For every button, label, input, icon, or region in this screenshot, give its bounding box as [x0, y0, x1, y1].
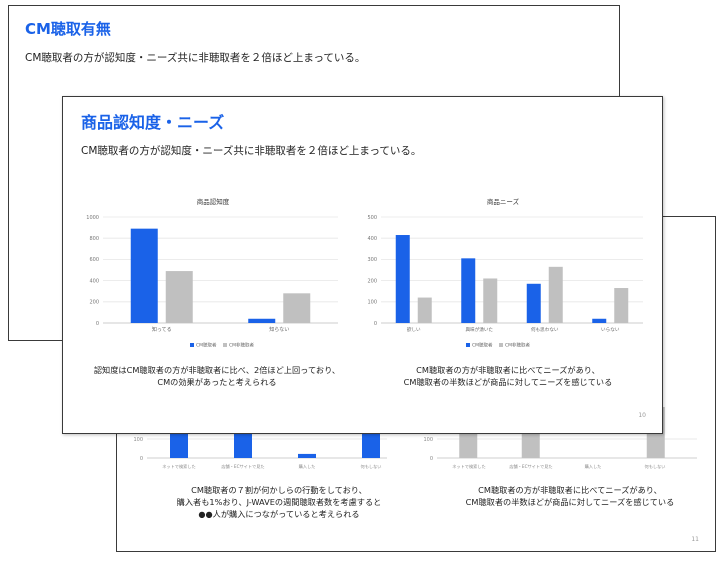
x-tick-label: 知らない — [269, 326, 289, 333]
mid-caption-right-line: CM聴取者の半数ほどが商品に対してニーズを感じている — [465, 497, 675, 507]
mid-caption-left-line: CM聴取者の７割が何かしらの行動をしており、 — [191, 485, 367, 495]
mid-right-xlabel: ネットで検索した — [452, 463, 486, 470]
mid-caption-left-line: 購入者も1%おり、J-WAVEの週間聴取者数を考慮すると — [176, 497, 382, 507]
slide-front[interactable]: 商品認知度・ニーズ CM聴取者の方が認知度・ニーズ共に非聴取者を２倍ほど上まって… — [62, 96, 663, 434]
awareness-chart: 商品認知度 0 200 400 600 800 1000 知ってる 知らない CM聴取者 C… — [86, 197, 338, 349]
mid-left-xlabel: ネットで検索した — [162, 463, 196, 470]
slide-back-title: CM聴取有無 — [25, 20, 111, 38]
legend-swatch-non — [223, 343, 227, 347]
x-tick-label: 欲しい — [407, 326, 421, 333]
awareness-legend: CM聴取者 CM非聴取者 — [190, 342, 255, 349]
x-tick-label: 何も思わない — [531, 326, 559, 333]
bar — [130, 228, 158, 323]
bar — [526, 283, 541, 323]
x-tick-label: 興味が湧いた — [465, 326, 493, 333]
mid-left-tick-0: 0 — [140, 456, 143, 462]
y-tick-label: 300 — [367, 257, 377, 263]
bar — [417, 297, 432, 323]
y-tick-label: 1000 — [86, 215, 99, 221]
mid-right-xlabel: 店舗・ECサイトで見た — [509, 463, 552, 470]
mid-left-xlabel: 店舗・ECサイトで見た — [221, 463, 264, 470]
y-tick-label: 0 — [374, 321, 377, 327]
bar — [548, 266, 563, 323]
front-caption-left: 認知度はCM聴取者の方が非聴取者に比べ、2倍ほど上回っており、 CMの効果があっ… — [77, 364, 357, 388]
front-page-number: 10 — [638, 412, 646, 419]
front-caption-left-line: CMの効果があったと考えられる — [157, 377, 277, 387]
bar — [248, 318, 276, 323]
mid-right-tick-100: 100 — [423, 437, 433, 443]
legend-swatch-cm — [466, 343, 470, 347]
needs-legend: CM聴取者 CM非聴取者 — [466, 342, 531, 349]
legend-label-cm: CM聴取者 — [472, 342, 493, 349]
bar — [298, 453, 316, 458]
mid-right-xlabel: 何もしない — [645, 463, 666, 469]
front-caption-right-line: CM聴取者の方が非聴取者に比べてニーズがあり、 — [416, 365, 600, 375]
legend-swatch-non — [499, 343, 503, 347]
x-tick-label: 知ってる — [152, 326, 172, 333]
mid-left-xlabel: 購入した — [299, 463, 316, 470]
mid-page-number: 11 — [691, 536, 699, 543]
x-tick-label: いらない — [601, 326, 620, 333]
slide-front-subtitle: CM聴取者の方が認知度・ニーズ共に非聴取者を２倍ほど上まっている。 — [81, 145, 422, 157]
legend-swatch-cm — [190, 343, 194, 347]
legend-label-non: CM非聴取者 — [229, 342, 255, 349]
needs-chart-title: 商品ニーズ — [487, 197, 520, 206]
front-caption-right-line: CM聴取者の半数ほどが商品に対してニーズを感じている — [403, 377, 613, 387]
legend-label-non: CM非聴取者 — [505, 342, 531, 349]
bar — [614, 288, 629, 323]
needs-chart: 商品ニーズ 0 100 200 300 400 500 欲しい 興味が湧いた 何も思わない いら… — [367, 197, 643, 349]
y-tick-label: 800 — [89, 236, 99, 242]
y-tick-label: 400 — [89, 278, 99, 284]
slide-front-title: 商品認知度・ニーズ — [81, 113, 225, 132]
bar — [592, 318, 607, 323]
mid-right-tick-0: 0 — [430, 456, 433, 462]
y-tick-label: 200 — [89, 300, 99, 306]
front-caption-left-line: 認知度はCM聴取者の方が非聴取者に比べ、2倍ほど上回っており、 — [93, 365, 341, 375]
y-tick-label: 200 — [367, 278, 377, 284]
mid-caption-right-line: CM聴取者の方が非聴取者に比べてニーズがあり、 — [478, 485, 662, 495]
bar — [483, 278, 498, 323]
y-tick-label: 500 — [367, 215, 377, 221]
y-tick-label: 0 — [96, 321, 99, 327]
bar — [461, 258, 476, 323]
mid-caption-right: CM聴取者の方が非聴取者に比べてニーズがあり、 CM聴取者の半数ほどが商品に対し… — [435, 484, 705, 508]
mid-right-xlabel: 購入した — [585, 463, 602, 470]
y-tick-label: 600 — [89, 257, 99, 263]
bar — [283, 293, 311, 323]
mid-caption-left-line: ●●人が購入につながっていると考えられる — [198, 509, 360, 519]
mid-left-xlabel: 何もしない — [361, 463, 382, 469]
awareness-chart-title: 商品認知度 — [197, 197, 230, 206]
mid-caption-left: CM聴取者の７割が何かしらの行動をしており、 購入者も1%おり、J-WAVEの週… — [149, 484, 409, 520]
mid-left-tick-100: 100 — [133, 437, 143, 443]
legend-label-cm: CM聴取者 — [196, 342, 217, 349]
front-caption-right: CM聴取者の方が非聴取者に比べてニーズがあり、 CM聴取者の半数ほどが商品に対し… — [368, 364, 648, 388]
y-tick-label: 100 — [367, 300, 377, 306]
y-tick-label: 400 — [367, 236, 377, 242]
slide-back-subtitle: CM聴取者の方が認知度・ニーズ共に非聴取者を２倍ほど上まっている。 — [25, 52, 366, 64]
bar — [165, 271, 193, 323]
bar — [395, 235, 410, 323]
